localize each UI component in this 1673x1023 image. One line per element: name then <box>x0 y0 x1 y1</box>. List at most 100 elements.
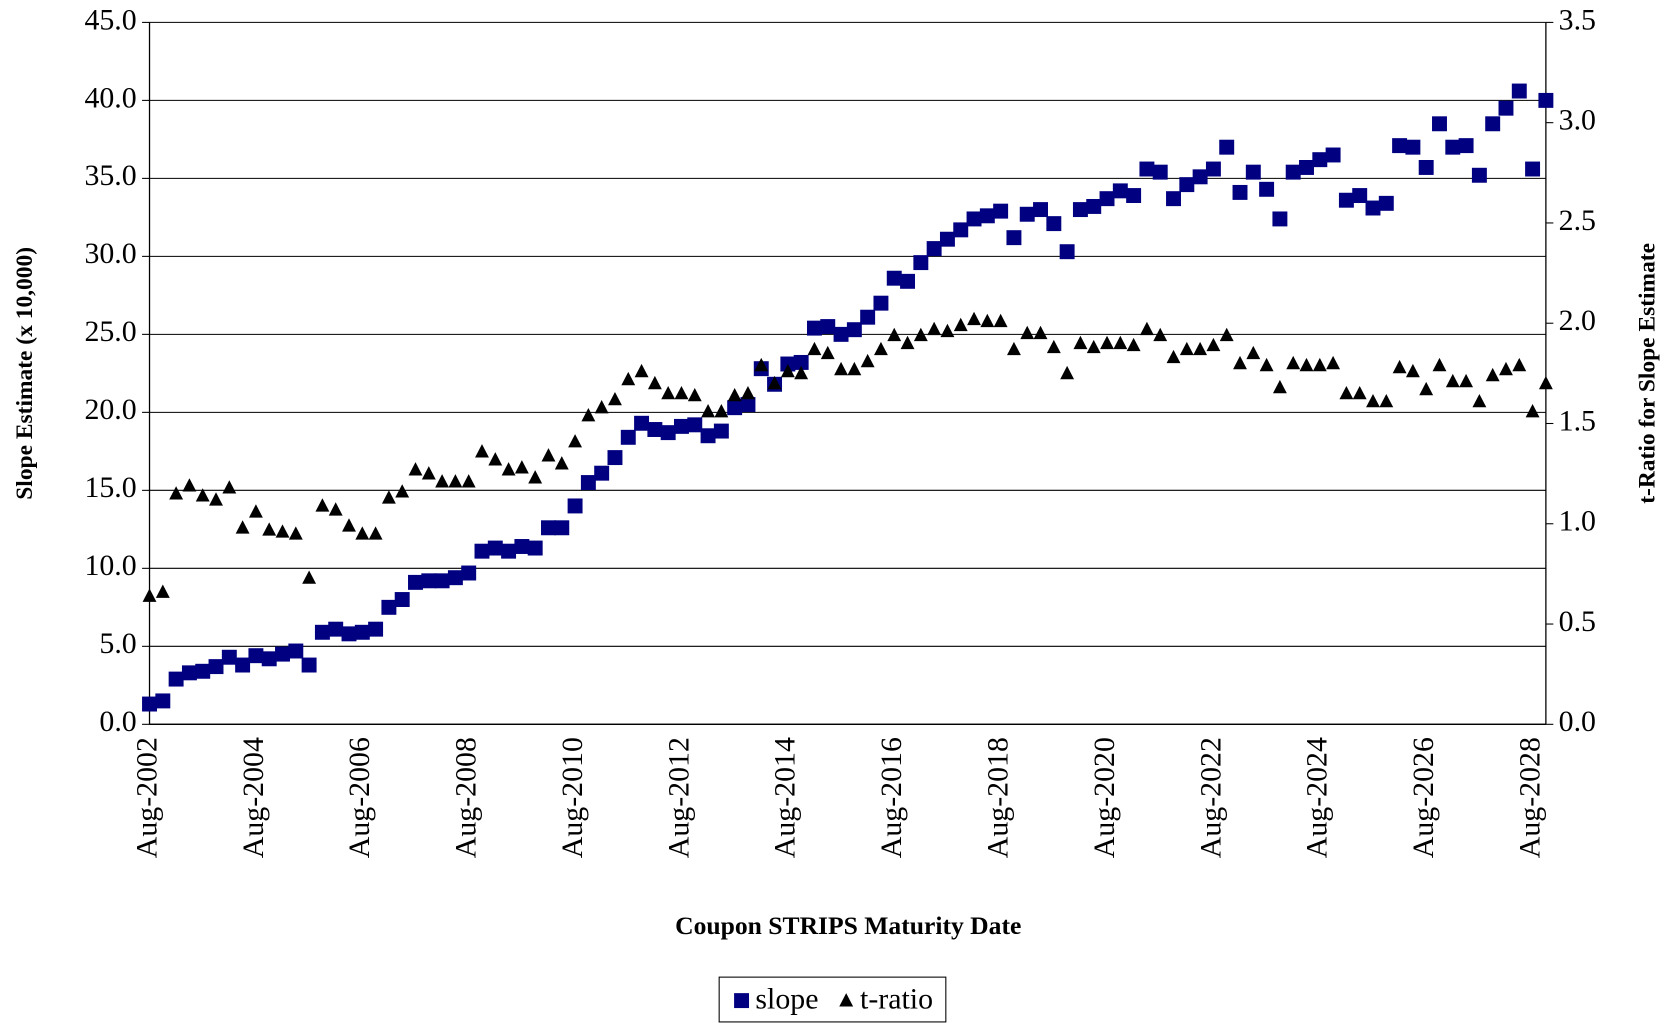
triangle-marker <box>1499 361 1513 376</box>
square-marker <box>700 428 716 444</box>
square-marker <box>1471 167 1487 183</box>
square-marker <box>1498 100 1514 116</box>
square-marker <box>1338 192 1354 208</box>
x-tick-label: Aug-2010 <box>556 737 589 858</box>
triangle-marker <box>1445 373 1460 388</box>
triangle-marker <box>1392 359 1407 374</box>
square-marker <box>1432 116 1447 132</box>
triangle-marker <box>248 504 263 518</box>
triangle-marker <box>1299 357 1314 372</box>
square-marker <box>168 671 184 687</box>
triangle-marker <box>1033 325 1048 340</box>
triangle-marker <box>368 526 383 540</box>
triangle-marker <box>1086 339 1101 354</box>
square-marker <box>1006 230 1022 246</box>
triangle-marker <box>461 474 476 488</box>
x-tick-label: Aug-2006 <box>343 737 376 858</box>
x-axis-title: Coupon STRIPS Maturity Date <box>675 911 1021 940</box>
square-marker <box>860 309 876 325</box>
x-tick-label: Aug-2004 <box>237 737 270 858</box>
triangle-marker <box>1126 337 1141 352</box>
triangle-marker <box>315 498 330 512</box>
square-marker <box>235 657 251 673</box>
triangle-marker <box>594 399 609 414</box>
square-marker <box>1365 200 1381 216</box>
square-marker <box>966 211 982 227</box>
triangle-marker <box>834 361 848 376</box>
triangle-marker <box>1326 355 1341 370</box>
square-marker <box>248 648 264 664</box>
triangle-marker <box>1512 357 1527 372</box>
triangle-marker <box>1007 341 1021 356</box>
triangle-marker <box>1312 357 1327 372</box>
y-tick-label: 30.0 <box>84 237 136 270</box>
square-marker <box>341 626 357 642</box>
triangle-marker <box>408 462 423 476</box>
square-marker <box>1152 164 1168 180</box>
triangle-marker <box>288 526 303 540</box>
triangle-marker <box>767 375 782 390</box>
square-marker <box>1485 116 1501 132</box>
triangle-marker <box>1272 379 1287 394</box>
triangle-marker <box>581 408 596 422</box>
square-marker <box>567 498 583 514</box>
square-marker <box>734 993 750 1009</box>
square-marker <box>155 693 171 709</box>
triangle-marker <box>142 588 157 602</box>
triangle-marker <box>741 385 755 400</box>
triangle-marker <box>488 452 503 466</box>
square-marker <box>328 621 344 637</box>
triangle-marker <box>807 341 822 356</box>
square-marker <box>221 649 237 665</box>
square-marker <box>461 565 477 581</box>
triangle-marker <box>1405 363 1420 378</box>
triangle-marker <box>182 478 197 492</box>
triangle-marker <box>1472 393 1487 408</box>
square-marker <box>1166 191 1181 207</box>
y2-tick-label: 0.5 <box>1559 605 1596 638</box>
triangle-marker <box>1153 327 1168 342</box>
square-marker <box>1192 169 1208 185</box>
square-marker <box>1139 161 1155 177</box>
triangle-marker <box>222 480 237 494</box>
square-marker <box>501 543 517 559</box>
y-tick-label: 25.0 <box>84 315 136 348</box>
triangle-marker <box>1020 325 1035 340</box>
square-marker <box>820 319 836 335</box>
triangle-marker <box>687 387 702 402</box>
triangle-marker <box>1366 393 1380 408</box>
square-marker <box>275 646 290 662</box>
square-marker <box>541 520 556 536</box>
x-tick-label: Aug-2016 <box>875 737 908 858</box>
square-marker <box>620 429 636 445</box>
triangle-marker <box>1379 393 1394 408</box>
square-marker <box>1072 202 1088 218</box>
square-marker <box>514 539 530 554</box>
square-marker <box>740 397 756 413</box>
triangle-marker <box>993 313 1008 328</box>
square-marker <box>1272 211 1288 227</box>
x-tick-label: Aug-2024 <box>1301 737 1334 858</box>
square-marker <box>1019 206 1035 222</box>
square-marker <box>1299 159 1314 175</box>
triangle-marker <box>421 466 436 480</box>
x-tick-label: Aug-2018 <box>981 737 1014 858</box>
triangle-marker <box>501 462 516 476</box>
square-marker <box>554 520 570 536</box>
triangle-marker <box>967 311 981 326</box>
square-marker <box>487 540 503 556</box>
triangle-marker <box>913 327 928 342</box>
square-marker <box>727 400 743 416</box>
square-marker <box>208 659 224 675</box>
square-marker <box>833 326 849 342</box>
square-marker <box>926 241 942 257</box>
triangle-marker <box>568 434 583 448</box>
square-marker <box>953 222 969 238</box>
triangle-marker <box>674 385 689 400</box>
square-marker <box>381 599 397 615</box>
square-marker <box>474 543 490 559</box>
y-tick-label: 35.0 <box>84 159 136 192</box>
triangle-marker <box>1339 385 1354 400</box>
